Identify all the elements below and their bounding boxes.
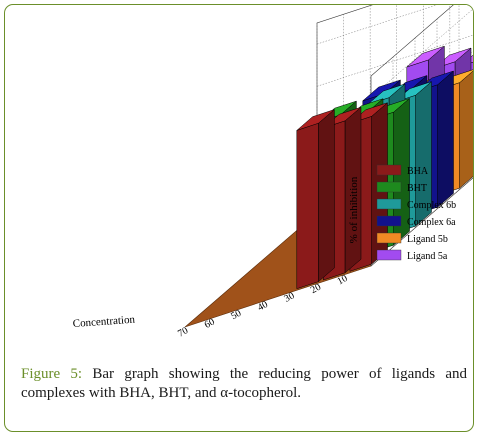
bar bbox=[296, 108, 335, 290]
figure-label: Figure 5: bbox=[21, 366, 83, 382]
legend-swatch bbox=[376, 181, 402, 193]
x-tick-label: 20 bbox=[309, 282, 323, 296]
legend-swatch bbox=[376, 232, 402, 244]
bar-top bbox=[406, 45, 445, 68]
x-axis-title: Concentration bbox=[72, 314, 135, 330]
legend-label: Complex 6a bbox=[407, 217, 456, 228]
bar-chart-3d: 70605040302010020406080Concentration% of… bbox=[72, 5, 473, 340]
legend-label: BHT bbox=[407, 183, 427, 194]
caption-text: Bar graph showing the reducing power of … bbox=[21, 366, 467, 401]
x-tick-label: 30 bbox=[282, 290, 296, 304]
bar-side bbox=[459, 70, 473, 189]
legend-label: Ligand 5a bbox=[407, 251, 448, 262]
legend-swatch bbox=[376, 249, 402, 261]
legend-label: Ligand 5b bbox=[407, 234, 448, 245]
x-tick-label: 10 bbox=[336, 273, 350, 287]
legend-label: Complex 6b bbox=[407, 200, 456, 211]
bar-top bbox=[296, 109, 335, 131]
figure-caption: Figure 5: Bar graph showing the reducing… bbox=[21, 365, 467, 403]
bar-side bbox=[437, 70, 454, 208]
x-tick-label: 70 bbox=[176, 325, 190, 339]
x-tick-label: 60 bbox=[203, 316, 217, 330]
legend-swatch bbox=[376, 215, 402, 227]
legend-swatch bbox=[376, 198, 402, 210]
y-axis-title: % of inhibition bbox=[348, 176, 360, 243]
bar-front bbox=[296, 122, 319, 290]
legend: BHA BHT Complex 6b Complex 6a Ligand 5b Ligan… bbox=[376, 164, 456, 262]
x-tick-label: 40 bbox=[256, 299, 270, 313]
bar-side bbox=[318, 108, 335, 283]
x-tick-label: 50 bbox=[229, 308, 243, 322]
legend-swatch bbox=[376, 164, 402, 176]
figure-frame: 70605040302010020406080Concentration% of… bbox=[4, 4, 474, 432]
legend-label: BHA bbox=[407, 166, 429, 177]
